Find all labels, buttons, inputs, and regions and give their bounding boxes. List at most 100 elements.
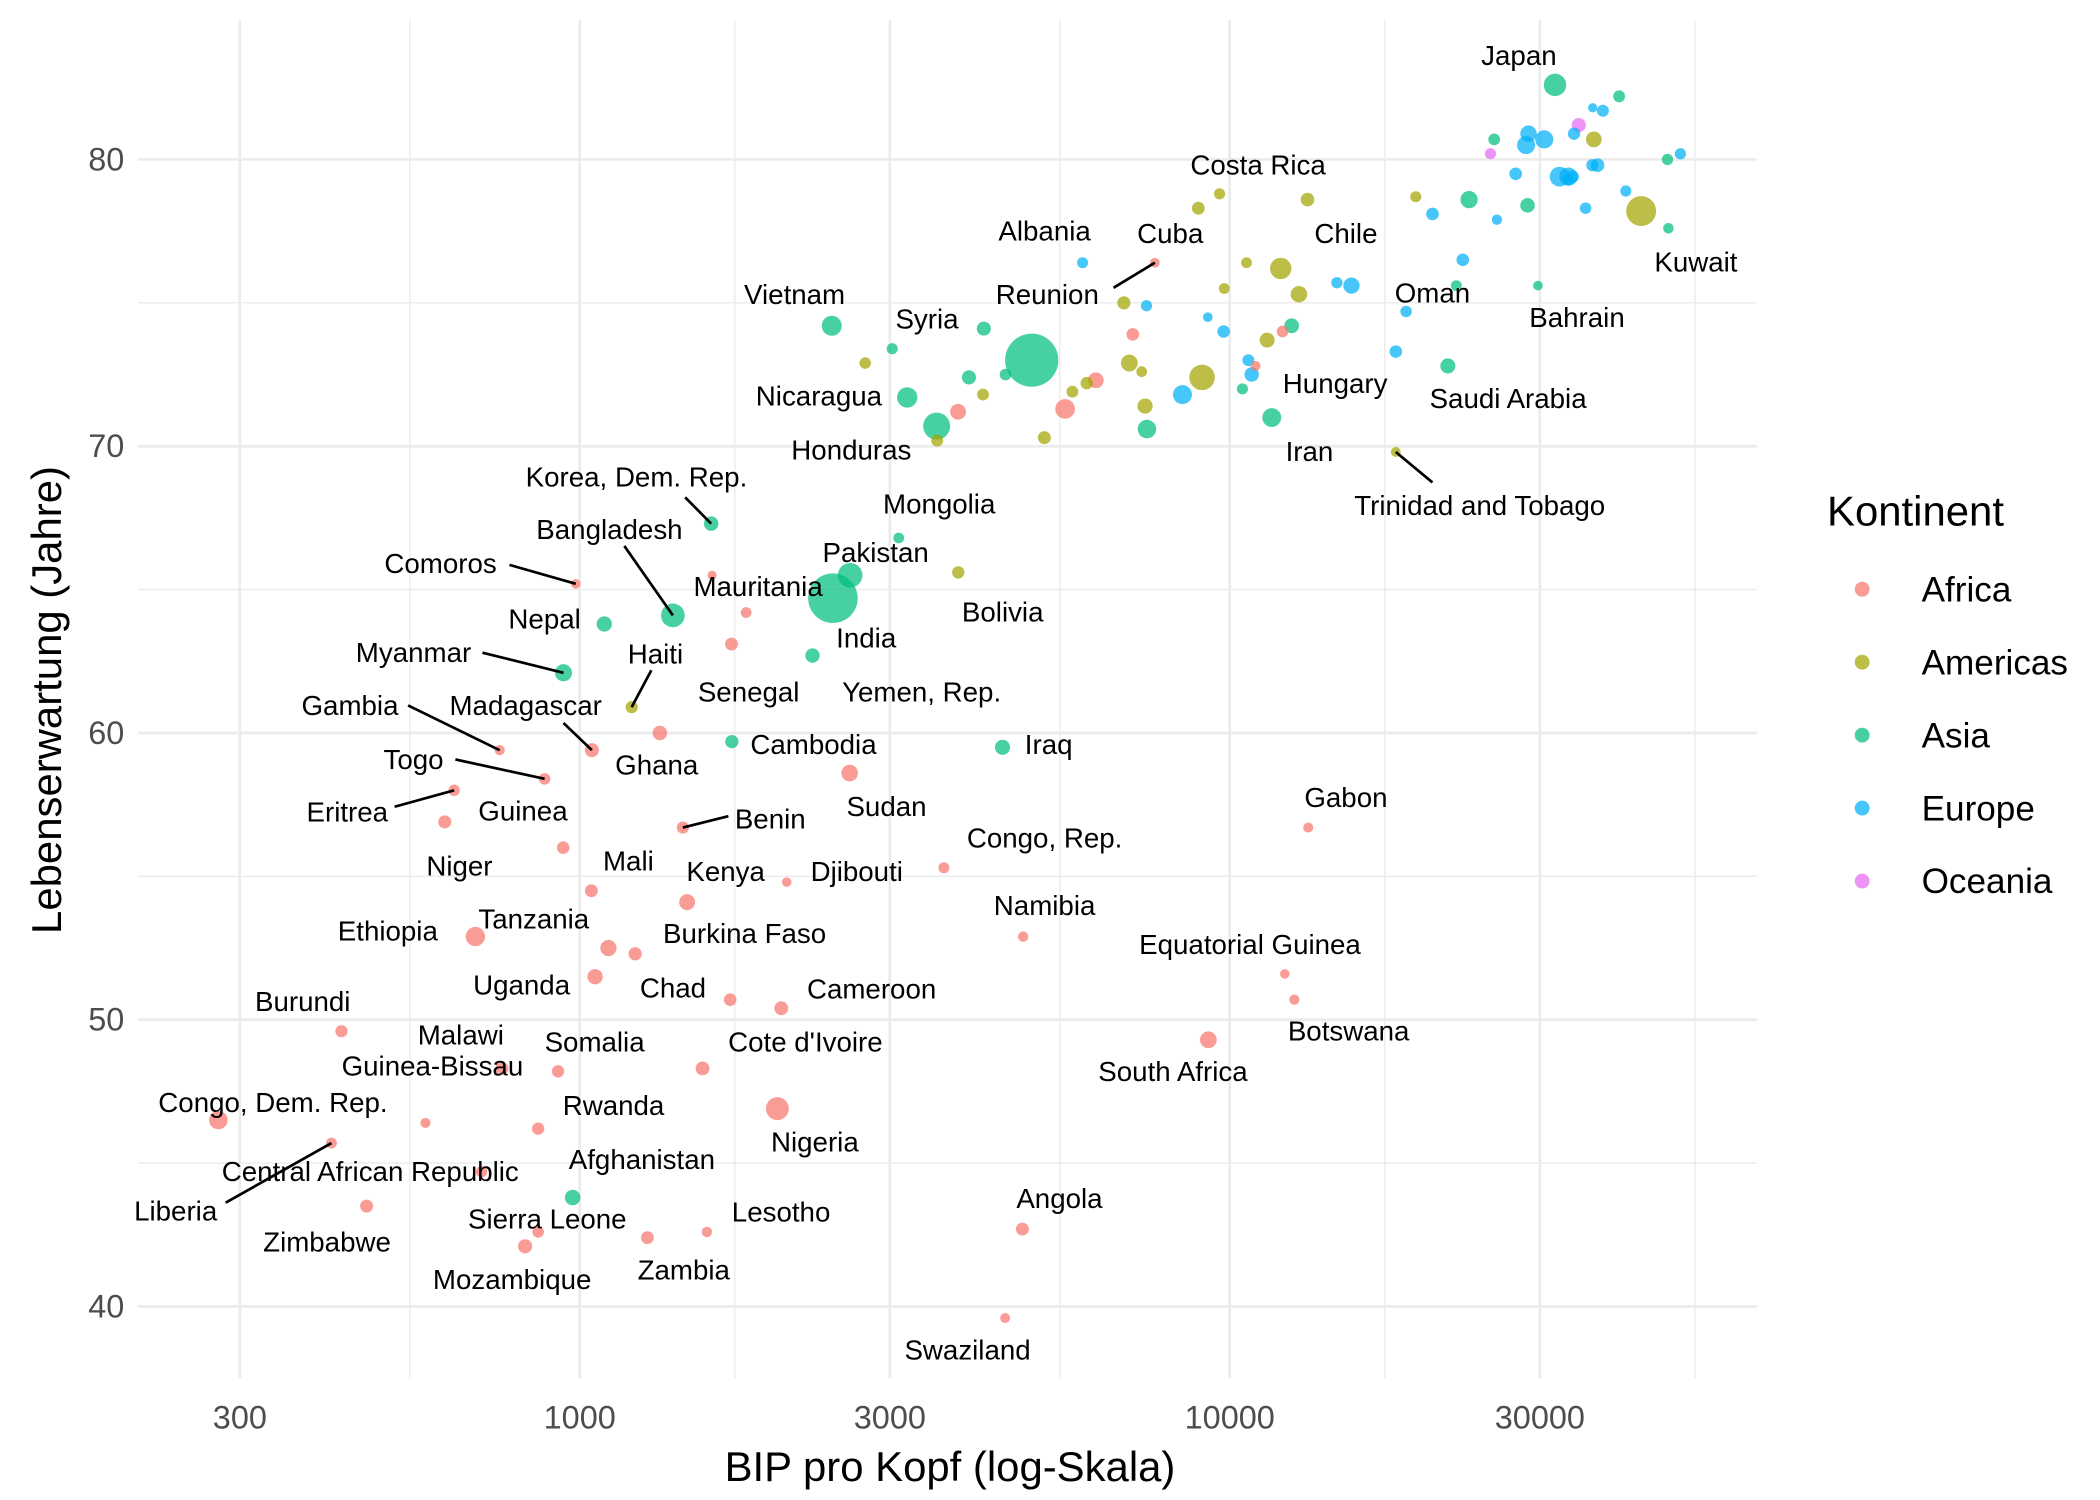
label-leader-line	[1394, 450, 1434, 484]
data-point	[1066, 385, 1079, 398]
country-label: Chile	[1314, 218, 1377, 249]
legend-label: Europe	[1922, 789, 2035, 828]
data-point	[961, 370, 977, 385]
data-point	[1280, 969, 1290, 979]
data-point	[1520, 125, 1537, 142]
data-point	[1460, 190, 1478, 209]
country-label: Iraq	[1025, 729, 1073, 760]
data-point	[1300, 192, 1315, 207]
country-label: Congo, Rep.	[967, 822, 1122, 853]
data-point	[1426, 207, 1439, 221]
legend-key-dot	[1854, 654, 1870, 670]
data-point	[531, 1122, 545, 1135]
data-point	[628, 947, 642, 961]
data-point	[564, 1189, 581, 1206]
country-label: Sudan	[846, 791, 926, 822]
data-point	[1276, 325, 1289, 338]
data-point	[1613, 90, 1626, 103]
data-point	[532, 1226, 544, 1238]
label-leader-line	[225, 1141, 333, 1204]
country-label: Zambia	[638, 1255, 731, 1286]
data-point	[494, 745, 505, 756]
data-point	[859, 357, 871, 369]
country-label: South Africa	[1098, 1056, 1248, 1087]
data-point	[518, 1239, 533, 1254]
data-point	[923, 412, 951, 440]
data-point	[1218, 283, 1230, 294]
country-label: Sierra Leone	[468, 1203, 627, 1234]
data-point	[1400, 305, 1412, 318]
data-point	[1596, 104, 1609, 117]
data-point	[1588, 103, 1598, 113]
legend-label: Americas	[1922, 643, 2068, 682]
data-point	[938, 862, 950, 874]
legend-item-africa: Africa	[1854, 570, 2012, 609]
country-label: Zimbabwe	[263, 1226, 391, 1257]
data-point	[950, 403, 966, 420]
data-point	[1080, 376, 1093, 390]
x-tick-label: 10000	[1185, 1399, 1275, 1435]
legend-key-dot	[1854, 581, 1870, 597]
legend-item-oceania: Oceania	[1854, 862, 2053, 901]
country-labels-layer: Angola Benin Botswana Burkina Faso Burundi Ca…	[134, 40, 1738, 1366]
country-label: Mongolia	[883, 489, 996, 520]
data-point	[774, 1001, 789, 1016]
data-point	[994, 739, 1011, 755]
data-point	[1236, 383, 1248, 395]
country-label: Burundi	[255, 986, 350, 1017]
country-label: Botswana	[1288, 1016, 1410, 1047]
data-point	[805, 648, 820, 663]
data-point	[448, 784, 460, 797]
data-point	[740, 607, 752, 618]
data-point	[1579, 202, 1592, 214]
country-label: Madagascar	[449, 690, 601, 721]
data-point	[465, 926, 486, 947]
country-label: Somalia	[545, 1026, 646, 1057]
label-leader-line	[682, 814, 729, 829]
data-point	[1389, 345, 1403, 358]
country-label: Lesotho	[732, 1197, 831, 1228]
data-point	[640, 1231, 654, 1245]
data-point	[326, 1137, 337, 1149]
data-point	[701, 1226, 713, 1238]
data-point	[1055, 399, 1075, 419]
country-label: Reunion	[996, 279, 1099, 310]
data-point	[1585, 131, 1602, 148]
data-point	[1626, 196, 1657, 227]
data-point	[335, 1025, 348, 1038]
data-point	[420, 1117, 431, 1129]
x-tick-label: 3000	[854, 1399, 926, 1435]
country-label: Guinea-Bissau	[342, 1051, 524, 1082]
data-point	[495, 1061, 509, 1076]
data-point	[765, 1097, 789, 1121]
data-point	[556, 841, 570, 854]
axis-ticks: 300 1000 3000 10000 30000 40 50 60 70 80	[88, 141, 1585, 1435]
legend-key-dot	[1854, 727, 1870, 743]
label-leader-line	[630, 669, 653, 708]
country-label: Saudi Arabia	[1430, 383, 1588, 414]
label-leader-line	[509, 563, 577, 586]
country-label: Albania	[998, 216, 1091, 247]
country-label: Hungary	[1283, 368, 1388, 399]
legend-key-dot	[1854, 873, 1870, 889]
country-label: Ghana	[615, 749, 699, 780]
country-label: Japan	[1481, 40, 1556, 71]
data-point	[897, 387, 918, 408]
country-label: Equatorial Guinea	[1139, 929, 1361, 960]
country-label: Comoros	[384, 548, 496, 579]
country-label: Namibia	[994, 890, 1096, 921]
data-point	[554, 664, 573, 682]
label-leader-line	[1112, 261, 1156, 289]
data-point	[1000, 1312, 1011, 1323]
data-point	[209, 1110, 228, 1130]
data-point	[1269, 257, 1292, 280]
country-label: Cambodia	[750, 729, 877, 760]
data-point	[837, 562, 863, 588]
data-point	[1410, 191, 1422, 203]
data-point	[1520, 198, 1535, 213]
country-label: Malawi	[418, 1020, 504, 1051]
legend-key-dot	[1854, 800, 1870, 816]
data-point	[886, 343, 898, 355]
country-label: Chad	[640, 972, 706, 1003]
